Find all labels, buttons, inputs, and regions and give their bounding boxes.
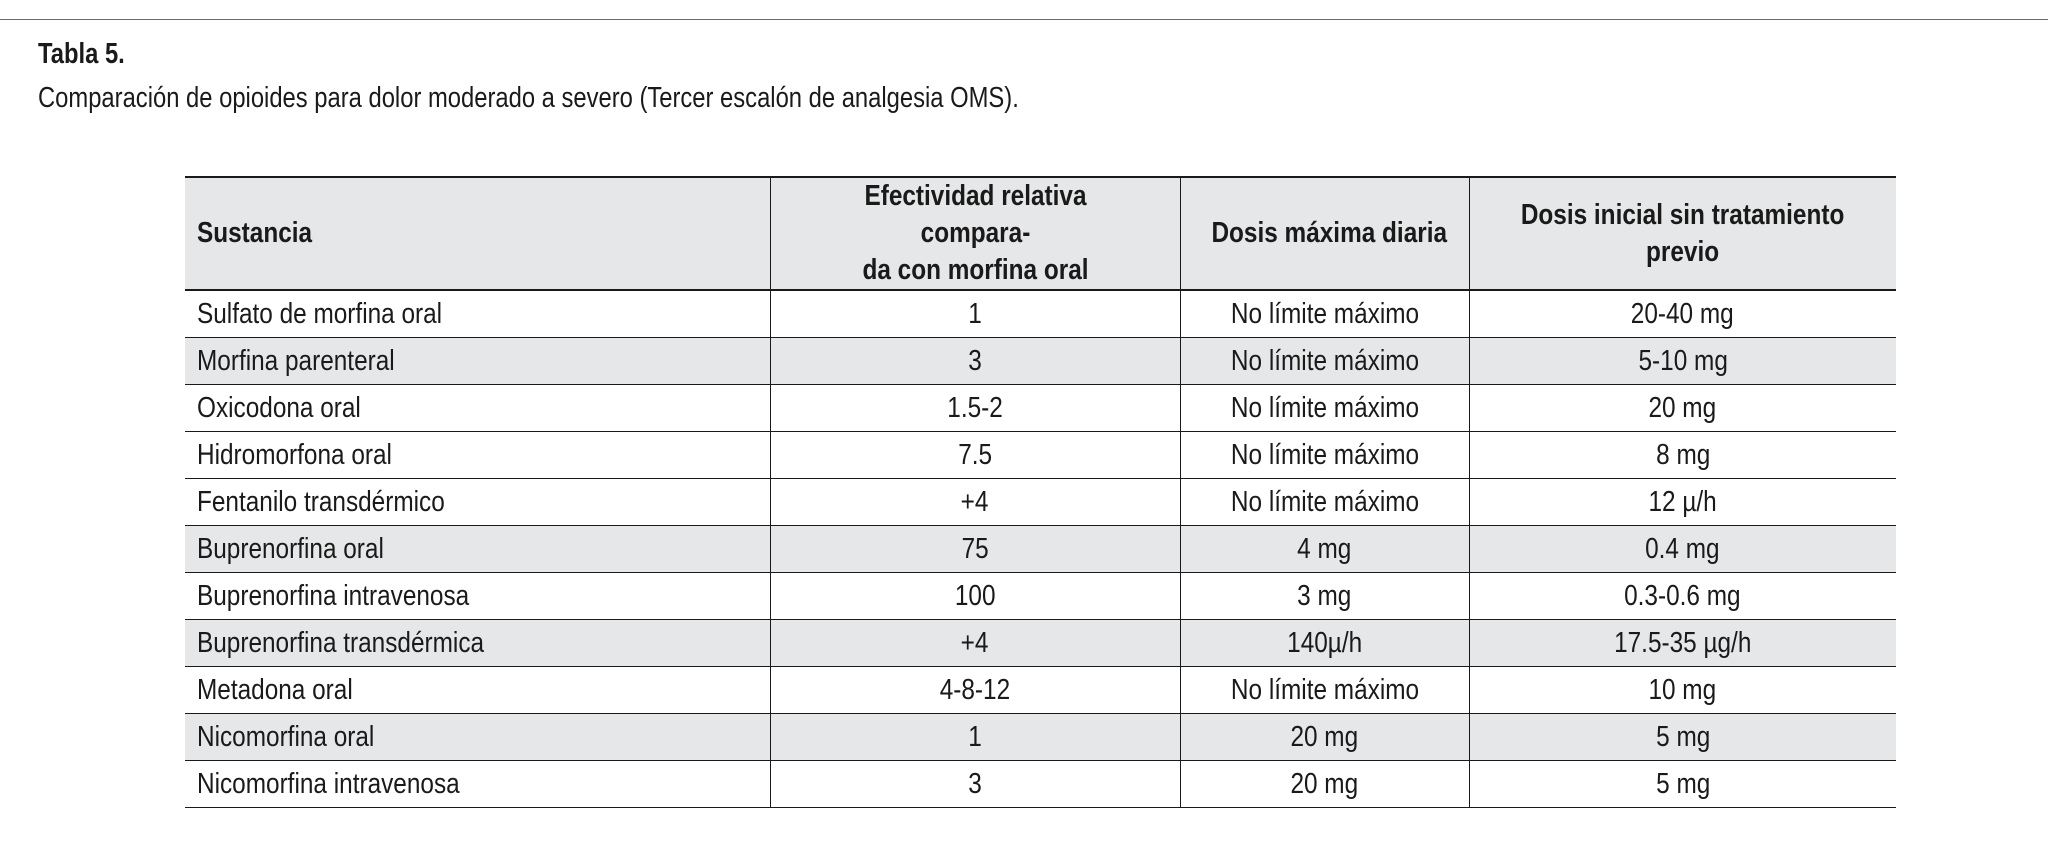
table-row: Nicomorfina oral 1 20 mg 5 mg — [185, 713, 1896, 761]
cell-efectividad: 3 — [769, 760, 1180, 808]
table-row: Buprenorfina oral 75 4 mg 0.4 mg — [185, 525, 1896, 573]
cell-efectividad: 1 — [769, 290, 1180, 338]
cell-dosis-maxima: No límite máximo — [1179, 290, 1469, 338]
cell-efectividad: 100 — [769, 572, 1180, 620]
cell-sustancia: Fentanilo transdérmico — [185, 478, 770, 526]
table-row: Oxicodona oral 1.5-2 No límite máximo 20… — [185, 384, 1896, 432]
header-sustancia: Sustancia — [185, 176, 770, 291]
cell-sustancia: Nicomorfina intravenosa — [185, 760, 770, 808]
cell-sustancia: Metadona oral — [185, 666, 770, 714]
cell-dosis-maxima: No límite máximo — [1179, 384, 1469, 432]
header-efectividad: Efectividad relativa compara- da con mor… — [769, 176, 1180, 291]
table-row: Hidromorfona oral 7.5 No límite máximo 8… — [185, 431, 1896, 479]
cell-efectividad: 7.5 — [769, 431, 1180, 479]
cell-dosis-inicial: 20-40 mg — [1468, 290, 1896, 338]
table-row: Nicomorfina intravenosa 3 20 mg 5 mg — [185, 760, 1896, 808]
cell-dosis-inicial: 10 mg — [1468, 666, 1896, 714]
cell-dosis-inicial: 5 mg — [1468, 760, 1896, 808]
table-row: Metadona oral 4-8-12 No límite máximo 10… — [185, 666, 1896, 714]
cell-sustancia: Morfina parenteral — [185, 337, 770, 385]
cell-efectividad: 75 — [769, 525, 1180, 573]
table-row: Buprenorfina intravenosa 100 3 mg 0.3-0.… — [185, 572, 1896, 620]
table-caption: Comparación de opioides para dolor moder… — [38, 82, 1019, 114]
cell-dosis-inicial: 5-10 mg — [1468, 337, 1896, 385]
cell-efectividad: +4 — [769, 619, 1180, 667]
table-row: Buprenorfina transdérmica +4 140µ/h 17.5… — [185, 619, 1896, 667]
table-header-row: Sustancia Efectividad relativa compara- … — [185, 176, 1896, 291]
header-dosis-inicial: Dosis inicial sin tratamiento previo — [1468, 176, 1896, 291]
cell-dosis-maxima: 3 mg — [1179, 572, 1469, 620]
table-row: Sulfato de morfina oral 1 No límite máxi… — [185, 290, 1896, 338]
cell-dosis-inicial: 0.3-0.6 mg — [1468, 572, 1896, 620]
cell-efectividad: +4 — [769, 478, 1180, 526]
cell-dosis-maxima: No límite máximo — [1179, 478, 1469, 526]
cell-dosis-inicial: 20 mg — [1468, 384, 1896, 432]
cell-sustancia: Nicomorfina oral — [185, 713, 770, 761]
cell-dosis-maxima: 4 mg — [1179, 525, 1469, 573]
cell-dosis-inicial: 12 µ/h — [1468, 478, 1896, 526]
table-row: Fentanilo transdérmico +4 No límite máxi… — [185, 478, 1896, 526]
cell-efectividad: 1 — [769, 713, 1180, 761]
top-rule — [0, 19, 2048, 20]
cell-dosis-maxima: 20 mg — [1179, 760, 1469, 808]
cell-sustancia: Buprenorfina transdérmica — [185, 619, 770, 667]
cell-dosis-maxima: No límite máximo — [1179, 666, 1469, 714]
cell-dosis-inicial: 0.4 mg — [1468, 525, 1896, 573]
header-dosis-maxima: Dosis máxima diaria — [1179, 176, 1469, 291]
cell-efectividad: 1.5-2 — [769, 384, 1180, 432]
cell-dosis-inicial: 5 mg — [1468, 713, 1896, 761]
cell-dosis-maxima: No límite máximo — [1179, 431, 1469, 479]
cell-sustancia: Hidromorfona oral — [185, 431, 770, 479]
table-row: Morfina parenteral 3 No límite máximo 5-… — [185, 337, 1896, 385]
cell-sustancia: Buprenorfina oral — [185, 525, 770, 573]
table-title: Tabla 5. — [38, 38, 125, 70]
cell-sustancia: Buprenorfina intravenosa — [185, 572, 770, 620]
cell-dosis-maxima: No límite máximo — [1179, 337, 1469, 385]
cell-sustancia: Sulfato de morfina oral — [185, 290, 770, 338]
cell-efectividad: 3 — [769, 337, 1180, 385]
cell-sustancia: Oxicodona oral — [185, 384, 770, 432]
cell-dosis-maxima: 140µ/h — [1179, 619, 1469, 667]
opioid-comparison-table: Sustancia Efectividad relativa compara- … — [185, 176, 1896, 808]
cell-dosis-maxima: 20 mg — [1179, 713, 1469, 761]
cell-dosis-inicial: 17.5-35 µg/h — [1468, 619, 1896, 667]
cell-dosis-inicial: 8 mg — [1468, 431, 1896, 479]
cell-efectividad: 4-8-12 — [769, 666, 1180, 714]
